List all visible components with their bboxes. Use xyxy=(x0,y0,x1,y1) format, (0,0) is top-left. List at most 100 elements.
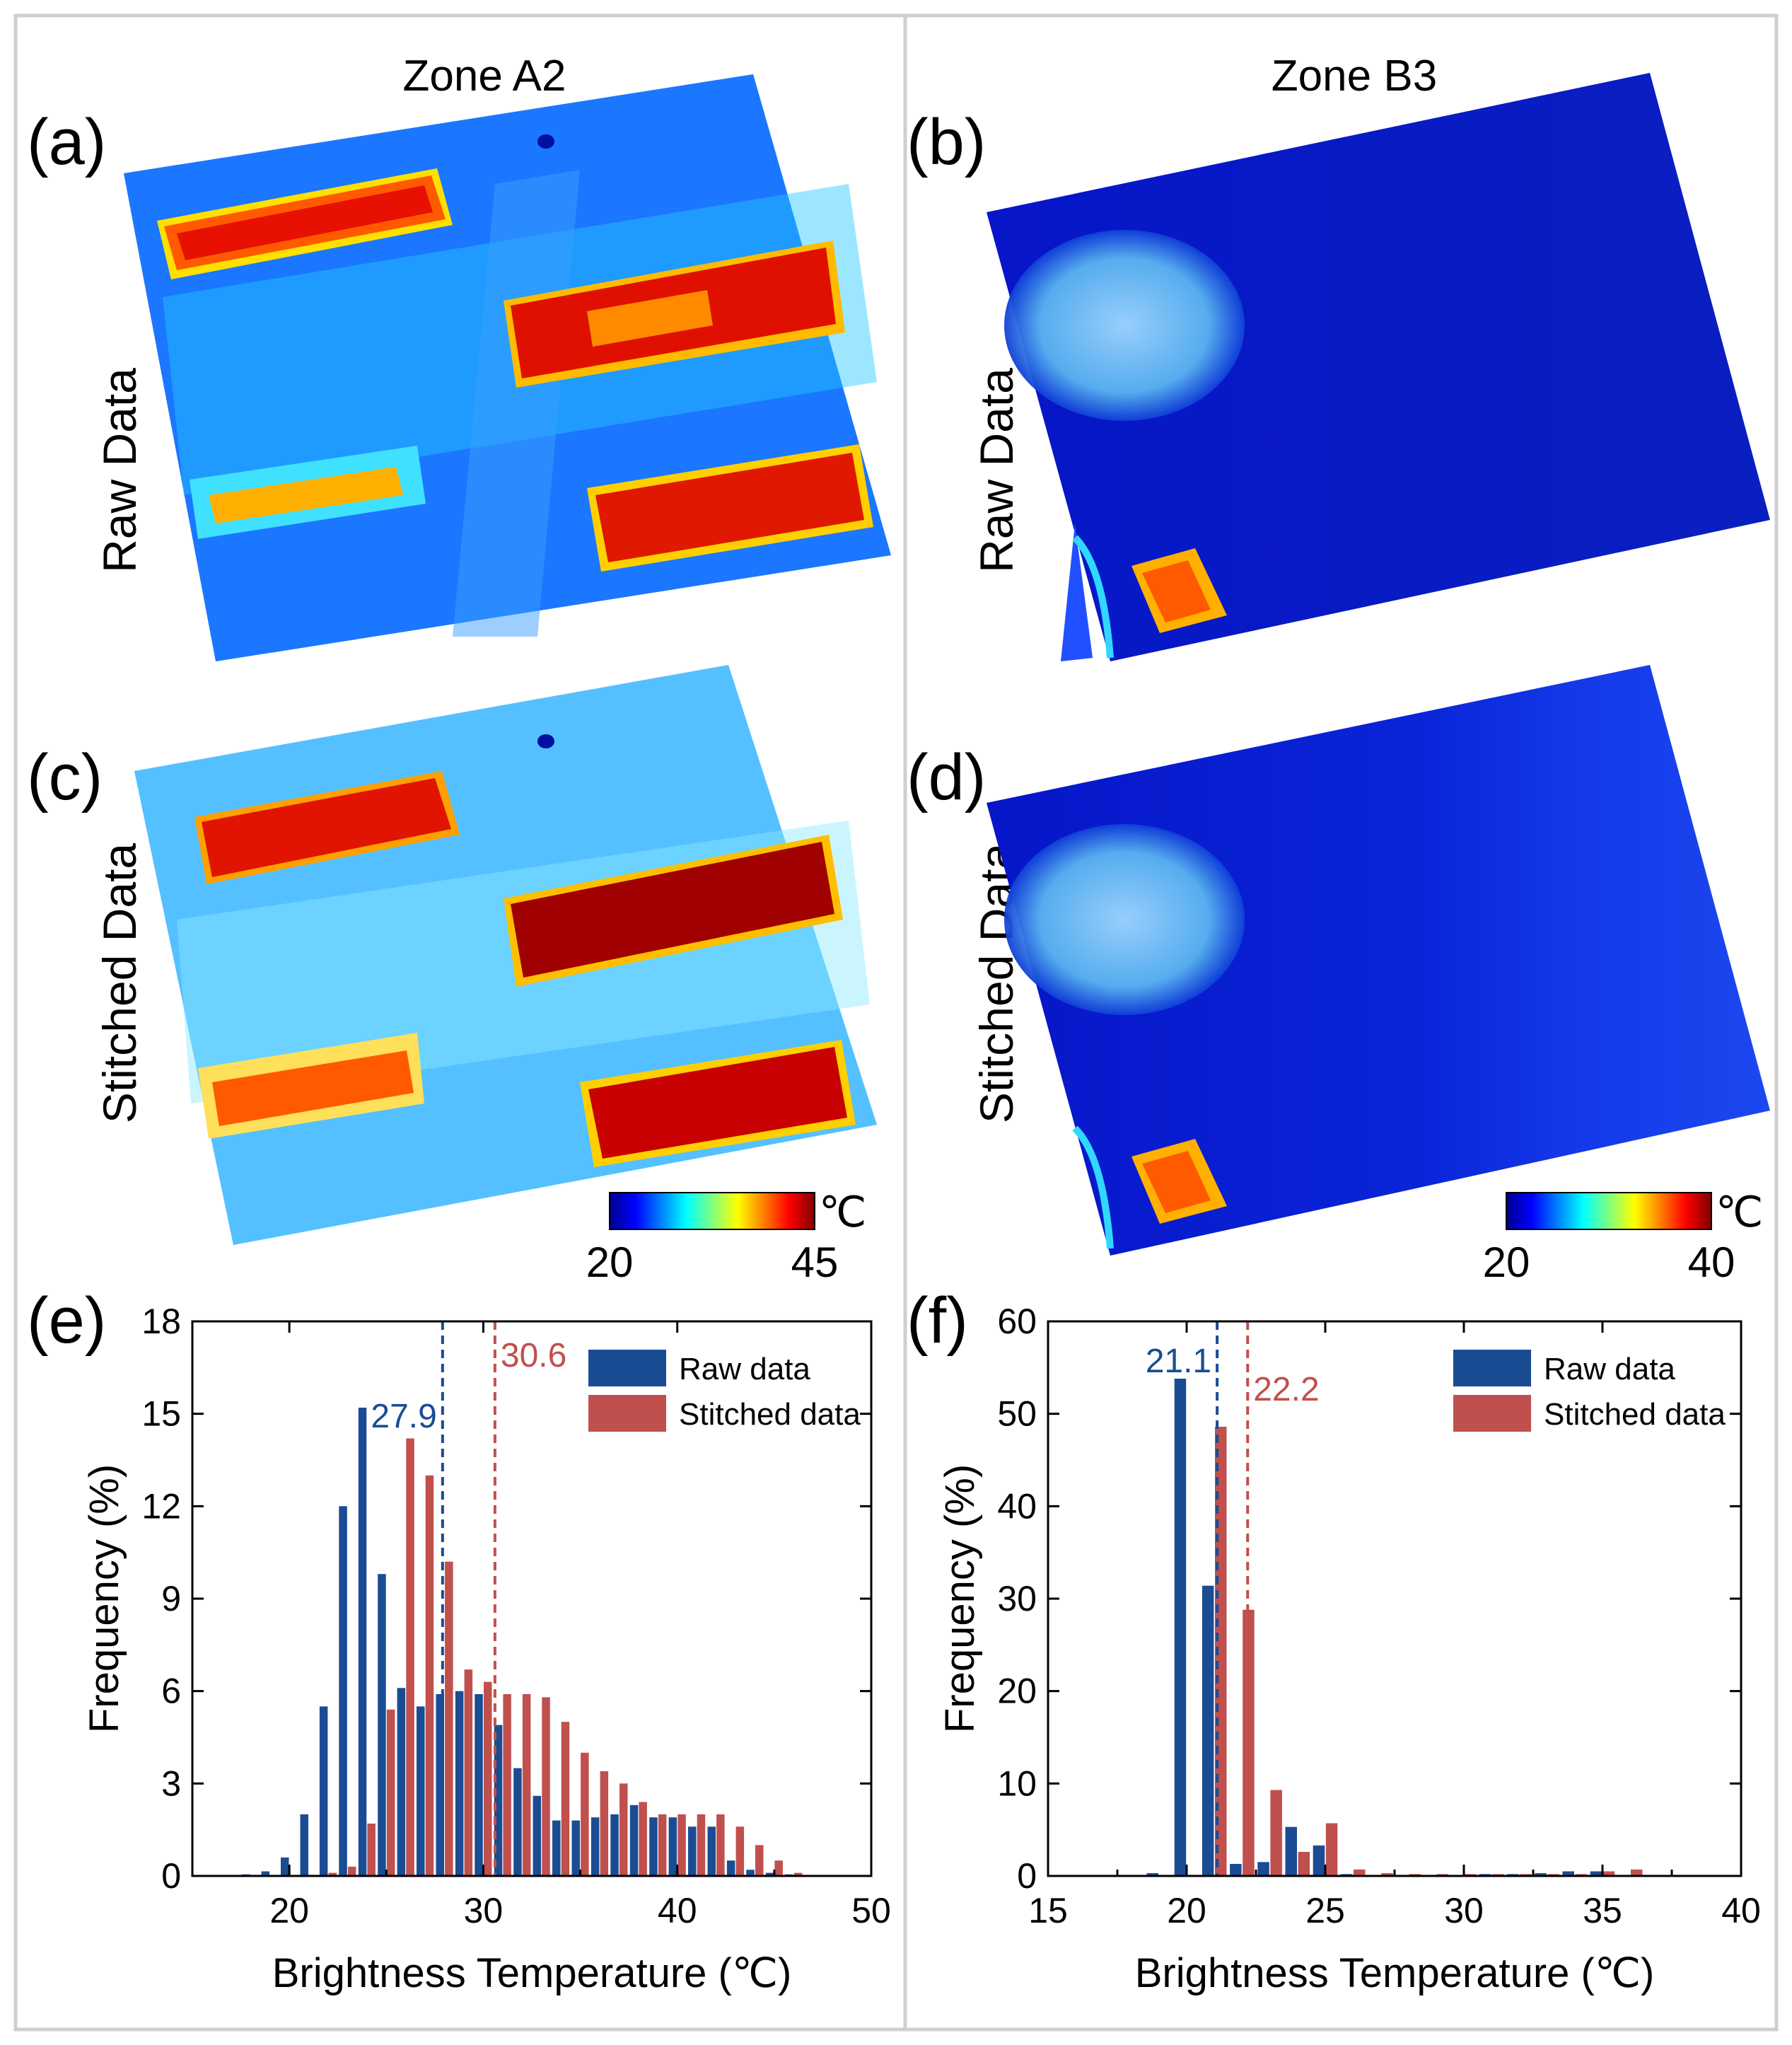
bar-raw-22 xyxy=(1230,1864,1242,1876)
y-tick-label: 6 xyxy=(161,1672,181,1711)
y-tick-label: 15 xyxy=(141,1394,181,1434)
panel-label-b: (b) xyxy=(907,106,986,178)
legend-swatch-raw xyxy=(588,1350,666,1386)
bar-raw-24 xyxy=(1285,1826,1297,1876)
bar-stitched-33 xyxy=(542,1697,550,1876)
legend-label-raw: Raw data xyxy=(1544,1352,1675,1386)
bar-raw-29 xyxy=(455,1691,464,1876)
colorbar-b3-gradient xyxy=(1506,1192,1712,1230)
row-label-raw-data-left: Raw Data xyxy=(93,368,146,573)
bar-raw-27 xyxy=(417,1706,425,1876)
bar-raw-23 xyxy=(339,1506,347,1876)
thermal-image-b3-raw xyxy=(987,73,1770,661)
thermal-image-a2-raw xyxy=(124,74,891,661)
y-tick-label: 10 xyxy=(997,1763,1037,1803)
bar-stitched-29 xyxy=(464,1669,473,1876)
bar-raw-34 xyxy=(1562,1871,1574,1876)
legend-label-raw: Raw data xyxy=(679,1352,810,1386)
bar-stitched-46 xyxy=(793,1872,803,1876)
bar-raw-19 xyxy=(261,1871,270,1876)
colorbar-a2-max: 45 xyxy=(791,1239,839,1286)
bar-stitched-24 xyxy=(1298,1852,1310,1876)
bar-stitched-25 xyxy=(1325,1823,1338,1876)
bar-raw-25 xyxy=(378,1574,386,1876)
bar-raw-26 xyxy=(397,1688,406,1876)
bar-stitched-28 xyxy=(445,1561,453,1876)
bar-stitched-22 xyxy=(328,1872,337,1876)
colorbar-b3-min: 20 xyxy=(1483,1239,1530,1286)
bar-stitched-39 xyxy=(658,1814,667,1876)
bar-stitched-34 xyxy=(561,1722,570,1876)
bar-stitched-36 xyxy=(600,1771,609,1876)
x-tick-label: 50 xyxy=(851,1891,891,1930)
histogram-chart-f: 21.1 22.2 15 20 25 30 35 40 0 10 20 30 40 50 60 Brightn… xyxy=(937,1302,1761,1996)
bar-raw-21 xyxy=(300,1814,308,1876)
x-tick-label: 35 xyxy=(1583,1891,1622,1930)
bar-raw-28 xyxy=(436,1694,444,1876)
y-tick-label: 50 xyxy=(997,1394,1037,1434)
bar-raw-38 xyxy=(629,1804,639,1876)
column-title-zone-a2: Zone A2 xyxy=(403,52,566,100)
bar-stitched-27 xyxy=(425,1475,434,1876)
bar-raw-24 xyxy=(358,1408,367,1876)
x-tick-label: 40 xyxy=(658,1891,697,1930)
mean-label-raw: 27.9 xyxy=(371,1398,436,1435)
legend-swatch-stitched xyxy=(1453,1395,1531,1432)
y-tick-label: 60 xyxy=(997,1302,1037,1341)
bar-stitched-44 xyxy=(755,1845,764,1876)
bar-raw-19 xyxy=(1146,1873,1158,1876)
colorbar-b3: ℃ 20 40 xyxy=(1483,1188,1764,1286)
bar-raw-35 xyxy=(571,1820,580,1876)
bar-stitched-42 xyxy=(716,1814,725,1876)
bar-raw-32 xyxy=(513,1768,522,1876)
bar-raw-31 xyxy=(494,1725,503,1876)
bar-stitched-24 xyxy=(367,1824,376,1876)
y-tick-label: 0 xyxy=(1017,1856,1037,1896)
bar-stitched-37 xyxy=(619,1783,628,1876)
bar-raw-33 xyxy=(1535,1873,1547,1876)
colorbar-a2-gradient xyxy=(609,1192,815,1230)
x-tick-label: 30 xyxy=(1444,1891,1484,1930)
panel-label-d: (d) xyxy=(907,741,986,813)
x-axis-label: Brightness Temperature (℃) xyxy=(272,1950,792,1996)
bar-raw-44 xyxy=(746,1870,755,1876)
bar-stitched-36 xyxy=(1631,1869,1643,1876)
bar-stitched-45 xyxy=(774,1860,783,1876)
bar-stitched-27 xyxy=(1381,1873,1393,1876)
histogram-chart-e: 27.9 30.6 20 30 40 50 0 3 6 9 12 15 18 Brightness Tem… xyxy=(81,1302,891,1996)
mean-label-stitched: 22.2 xyxy=(1253,1371,1319,1408)
bar-stitched-26 xyxy=(406,1438,414,1876)
y-tick-label: 9 xyxy=(161,1579,181,1618)
bar-raw-33 xyxy=(533,1795,542,1876)
y-axis-label: Frequency (%) xyxy=(937,1464,983,1733)
bar-stitched-26 xyxy=(1354,1869,1366,1876)
x-tick-label: 20 xyxy=(269,1891,309,1930)
x-tick-label: 20 xyxy=(1167,1891,1206,1930)
x-tick-label: 40 xyxy=(1721,1891,1761,1930)
mean-label-raw: 21.1 xyxy=(1146,1343,1211,1380)
x-tick-label: 25 xyxy=(1305,1891,1345,1930)
bar-stitched-25 xyxy=(386,1709,395,1876)
row-label-raw-data-right: Raw Data xyxy=(970,368,1023,573)
colorbar-a2-min: 20 xyxy=(586,1239,634,1286)
bar-stitched-41 xyxy=(697,1814,706,1876)
bar-raw-39 xyxy=(649,1817,658,1876)
bar-raw-45 xyxy=(765,1872,774,1876)
legend-label-stitched: Stitched data xyxy=(679,1397,861,1432)
bar-raw-21 xyxy=(1202,1585,1214,1876)
bar-raw-20 xyxy=(1174,1379,1187,1876)
y-tick-label: 18 xyxy=(141,1302,181,1341)
legend-label-stitched: Stitched data xyxy=(1544,1397,1726,1432)
colorbar-a2: ℃ 20 45 xyxy=(586,1188,867,1286)
x-tick-label: 30 xyxy=(464,1891,504,1930)
y-tick-label: 3 xyxy=(161,1763,181,1803)
mean-label-stitched: 30.6 xyxy=(501,1337,566,1374)
bar-stitched-35 xyxy=(581,1752,589,1876)
bar-raw-34 xyxy=(552,1820,561,1876)
bar-stitched-35 xyxy=(1602,1871,1615,1876)
x-axis-label: Brightness Temperature (℃) xyxy=(1135,1950,1655,1996)
y-axis-label: Frequency (%) xyxy=(81,1464,127,1733)
thermal-image-b3-stitched xyxy=(987,665,1770,1256)
bar-raw-36 xyxy=(590,1817,600,1876)
panel-label-f: (f) xyxy=(907,1285,968,1357)
